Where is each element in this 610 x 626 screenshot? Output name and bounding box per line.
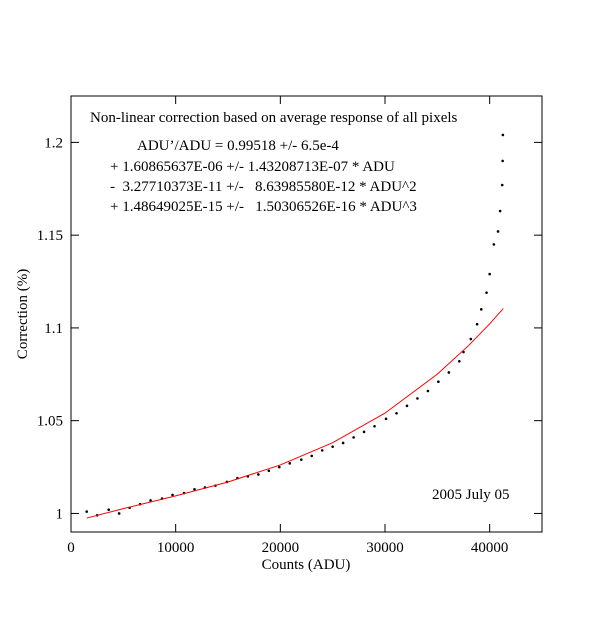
data-point bbox=[352, 436, 355, 439]
data-point bbox=[341, 441, 345, 445]
data-point bbox=[299, 458, 303, 461]
data-point bbox=[458, 360, 461, 363]
data-point bbox=[331, 445, 334, 448]
data-point bbox=[500, 183, 504, 187]
data-point bbox=[501, 159, 504, 163]
x-tick-label: 10000 bbox=[157, 540, 195, 556]
data-point bbox=[288, 462, 292, 465]
data-point bbox=[496, 230, 500, 233]
y-tick-label: 1.05 bbox=[37, 414, 63, 430]
data-point bbox=[384, 417, 388, 421]
x-tick-label: 40000 bbox=[471, 540, 509, 556]
data-point bbox=[405, 404, 409, 408]
x-axis-label: Counts (ADU) bbox=[262, 557, 351, 573]
data-point bbox=[498, 209, 502, 213]
data-point bbox=[193, 488, 196, 491]
data-point bbox=[362, 430, 366, 434]
annotation: 2005 July 05 bbox=[432, 487, 510, 503]
annotation: Non-linear correction based on average r… bbox=[90, 110, 458, 126]
y-tick-label: 1.2 bbox=[44, 135, 63, 151]
data-point bbox=[320, 449, 324, 452]
data-point bbox=[485, 291, 488, 294]
data-point bbox=[310, 454, 314, 458]
data-point bbox=[501, 133, 505, 137]
data-point bbox=[437, 380, 440, 384]
data-point bbox=[373, 424, 376, 428]
data-point bbox=[479, 308, 483, 311]
data-point bbox=[107, 508, 110, 512]
y-tick-label: 1.1 bbox=[44, 321, 63, 337]
data-point bbox=[277, 465, 281, 469]
data-point bbox=[257, 473, 260, 476]
x-tick-label: 30000 bbox=[366, 540, 404, 556]
data-point bbox=[475, 322, 479, 326]
y-tick-label: 1.15 bbox=[37, 228, 63, 244]
annotation: ADU’/ADU = 0.99518 +/- 6.5e-4 bbox=[137, 138, 339, 154]
data-point bbox=[426, 389, 430, 393]
annotation: - 3.27710373E-11 +/- 8.63985580E-12 * AD… bbox=[110, 179, 417, 195]
data-point bbox=[117, 512, 121, 515]
data-point bbox=[469, 337, 473, 341]
y-tick-label: 1 bbox=[56, 506, 64, 522]
data-point bbox=[447, 371, 451, 374]
y-axis-label: Correction (%) bbox=[15, 269, 31, 359]
annotation: + 1.60865637E-06 +/- 1.43208713E-07 * AD… bbox=[110, 159, 395, 175]
data-point bbox=[85, 510, 88, 513]
data-point bbox=[149, 499, 152, 502]
data-point bbox=[492, 243, 496, 246]
data-point bbox=[395, 411, 398, 415]
data-point bbox=[267, 469, 271, 473]
x-tick-label: 0 bbox=[67, 540, 75, 556]
data-point bbox=[416, 397, 419, 400]
data-point bbox=[488, 272, 491, 276]
x-tick-label: 20000 bbox=[262, 540, 300, 556]
annotation: + 1.48649025E-15 +/- 1.50306526E-16 * AD… bbox=[110, 199, 417, 215]
fit-line bbox=[86, 308, 504, 519]
plot-frame bbox=[70, 95, 543, 533]
data-point bbox=[171, 493, 174, 497]
